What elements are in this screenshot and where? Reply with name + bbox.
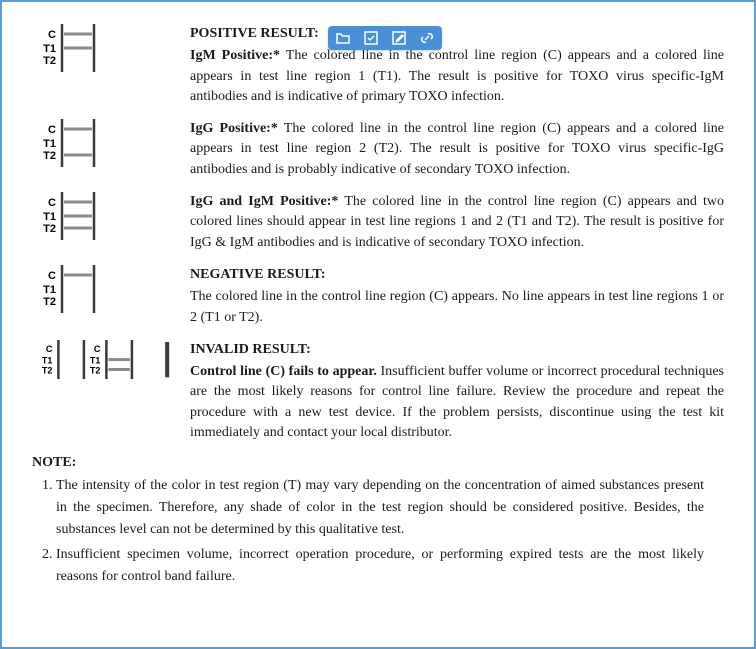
svg-text:T1: T1 <box>43 43 56 55</box>
note-item-1: The intensity of the color in test regio… <box>56 475 724 540</box>
result-negative: C T1T2 NEGATIVE RESULT: The colored line … <box>32 265 724 328</box>
checkbox-icon[interactable] <box>362 29 380 47</box>
paragraph-invalid: Control line (C) fails to appear. Insuff… <box>190 362 724 443</box>
svg-text:T1: T1 <box>43 211 56 223</box>
svg-text:T1: T1 <box>90 356 101 366</box>
svg-text:C: C <box>46 344 53 354</box>
leadin-igm: IgM Positive:* <box>190 48 280 63</box>
link-icon[interactable] <box>418 29 436 47</box>
paragraph-both: IgG and IgM Positive:* The colored line … <box>190 192 724 253</box>
svg-text:C: C <box>48 197 56 209</box>
heading-negative: NEGATIVE RESULT: <box>190 265 724 285</box>
result-igg-positive: C T1T2 IgG Positive:* The colored line in… <box>32 119 724 180</box>
note-list: The intensity of the color in test regio… <box>32 475 724 587</box>
note-item-2: Insufficient specimen volume, incorrect … <box>56 544 724 587</box>
leadin-invalid: Control line (C) fails to appear. <box>190 364 377 379</box>
svg-text:C: C <box>94 344 101 354</box>
heading-positive: POSITIVE RESULT: <box>190 24 724 44</box>
heading-invalid: INVALID RESULT: <box>190 340 724 360</box>
svg-text:T1: T1 <box>43 138 56 150</box>
strip-negative: C T1T2 <box>32 265 190 313</box>
svg-text:C: C <box>48 270 56 282</box>
result-invalid: CT1T2CT1T2 INVALID RESULT: Control line … <box>32 340 724 443</box>
strip-invalid: CT1T2CT1T2 <box>32 340 190 379</box>
svg-text:T1: T1 <box>42 356 53 366</box>
svg-text:T2: T2 <box>90 365 101 375</box>
paragraph-igg: IgG Positive:* The colored line in the c… <box>190 119 724 180</box>
svg-text:T1: T1 <box>43 284 56 296</box>
strip-both: C T1T2 <box>32 192 190 240</box>
strip-igm: C T1T2 <box>32 24 190 72</box>
note-heading: NOTE: <box>32 455 724 471</box>
svg-text:T2: T2 <box>43 55 56 67</box>
paragraph-igm: IgM Positive:* The colored line in the c… <box>190 46 724 107</box>
document-page: CT1T2 POSITIVE RESULT: IgM Positive:* Th… <box>2 2 754 602</box>
strip-igg: C T1T2 <box>32 119 190 167</box>
svg-text:C: C <box>48 124 56 136</box>
leadin-igg: IgG Positive:* <box>190 121 278 136</box>
result-both-positive: C T1T2 IgG and IgM Positive:* The colored… <box>32 192 724 253</box>
edit-icon[interactable] <box>390 29 408 47</box>
svg-text:C: C <box>48 29 56 41</box>
folder-icon[interactable] <box>334 29 352 47</box>
paragraph-negative: The colored line in the control line reg… <box>190 287 724 328</box>
svg-text:T2: T2 <box>43 223 56 235</box>
leadin-both: IgG and IgM Positive:* <box>190 194 338 209</box>
svg-text:T2: T2 <box>43 150 56 162</box>
svg-text:T2: T2 <box>43 296 56 308</box>
annotation-toolbar[interactable] <box>328 26 442 50</box>
svg-text:T2: T2 <box>42 365 53 375</box>
